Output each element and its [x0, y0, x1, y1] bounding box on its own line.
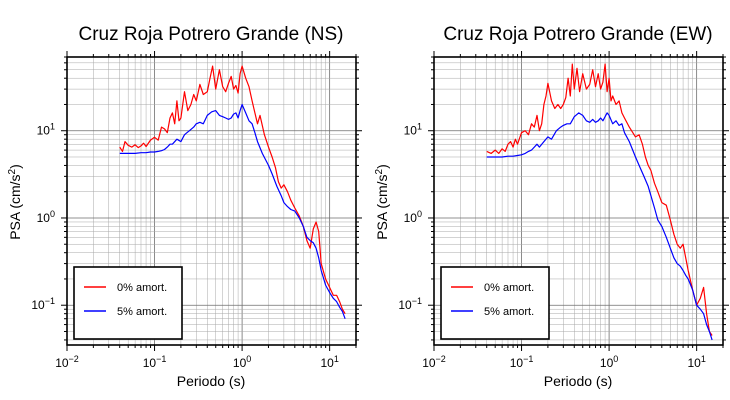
legend-box [73, 266, 183, 340]
y-axis-label: PSA (cm/s2) [374, 164, 390, 240]
legend-label-1: 5% amort. [117, 306, 167, 318]
chart-ns: Cruz Roja Potrero Grande (NS) 10−2 10−1 10… [7, 24, 362, 389]
x-tick-label: 101 [687, 354, 705, 370]
legend-label-1: 5% amort. [484, 306, 534, 318]
series-line-damping-5 [119, 103, 346, 319]
x-tick-label: 10−2 [55, 354, 79, 370]
tick-labels: 10−2 10−1 100 101 10−1 100 101 [31, 122, 338, 370]
x-tick-label: 100 [600, 354, 618, 370]
x-tick-label: 101 [320, 354, 338, 370]
axes-box [433, 56, 724, 346]
series-layer [486, 63, 713, 341]
y-tick-label: 10−1 [31, 296, 55, 312]
y-tick-label: 100 [404, 209, 422, 225]
tick-labels: 10−2 10−1 100 101 10−1 100 101 [398, 122, 705, 370]
plot-frame [61, 51, 362, 351]
grid [433, 56, 724, 345]
y-tick-label: 101 [37, 122, 55, 138]
series-line-damping-0 [119, 65, 346, 315]
legend: 0% amort. 5% amort. [73, 266, 183, 340]
series-layer [119, 65, 346, 319]
x-tick-label: 100 [233, 354, 251, 370]
series-line-damping-0 [486, 63, 713, 336]
legend: 0% amort. 5% amort. [440, 266, 550, 340]
plot-frame [428, 51, 729, 351]
legend-label-0: 0% amort. [117, 282, 167, 294]
chart-ew: Cruz Roja Potrero Grande (EW) 10−2 10−1 10… [374, 24, 729, 389]
y-tick-label: 100 [37, 209, 55, 225]
series-line-damping-5 [486, 112, 713, 341]
chart-title: Cruz Roja Potrero Grande (NS) [78, 24, 343, 45]
legend-label-0: 0% amort. [484, 282, 534, 294]
axes-box [66, 56, 357, 346]
y-tick-label: 101 [404, 122, 422, 138]
x-tick-label: 10−2 [422, 354, 446, 370]
x-axis-label: Periodo (s) [177, 373, 245, 389]
legend-box [440, 266, 550, 340]
y-axis-label: PSA (cm/s2) [7, 164, 23, 240]
x-tick-label: 10−1 [510, 354, 534, 370]
chart-title: Cruz Roja Potrero Grande (EW) [443, 24, 712, 45]
y-tick-label: 10−1 [398, 296, 422, 312]
x-axis-label: Periodo (s) [544, 373, 612, 389]
grid [66, 56, 357, 345]
x-tick-label: 10−1 [143, 354, 167, 370]
